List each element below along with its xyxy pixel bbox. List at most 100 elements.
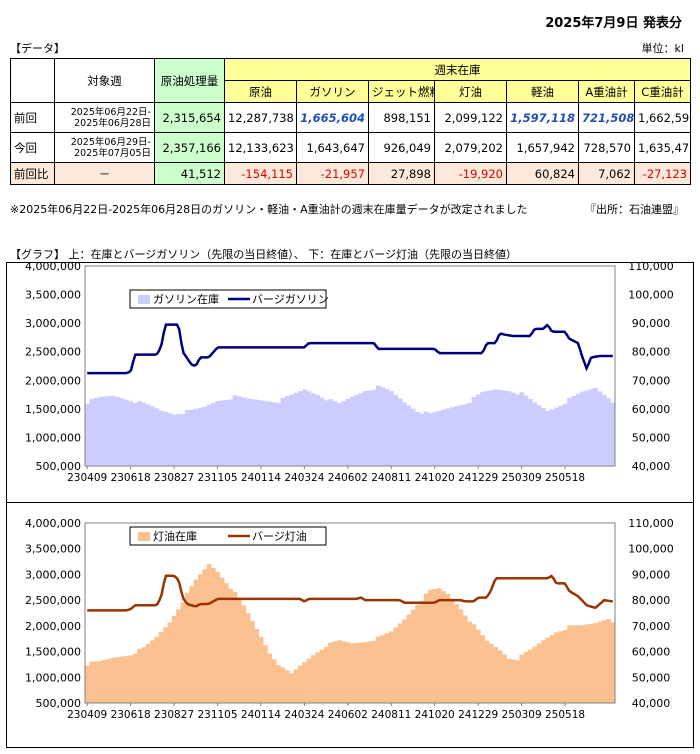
stock-bar [471,396,477,466]
stock-bar [250,621,255,703]
stock-bar [423,593,429,703]
stock-bar [580,391,585,466]
stock-bar [328,642,333,703]
stock-bar [206,404,212,466]
stock-bar [371,640,377,703]
week-start: 2025年06月29日- [70,136,151,148]
stock-bar [584,390,590,466]
stock-bar [606,398,611,466]
stock-bar [354,642,359,703]
y-left-tick: 2,000,000 [25,620,81,633]
stock-bar [128,655,134,703]
stock-bar [224,399,229,466]
stock-bar [219,577,225,703]
stock-bar [167,622,173,703]
legend-price-label: バージガソリン [252,293,329,306]
stock-bar [345,398,351,466]
stock-bar [210,568,216,703]
y-right-tick: 50,000 [632,431,671,444]
stock-bar [176,414,181,466]
x-tick: 240114 [241,709,281,721]
kerosene-chart: 500,000 1,000,000 1,500,000 2,000,000 2,500,… [25,517,674,721]
cell-0: 12,133,623 [224,132,297,163]
y-right-tick: 100,000 [628,543,674,556]
stock-bar [554,632,559,703]
stock-bar [302,389,307,466]
y-left-tick: 500,000 [36,460,82,473]
stock-bar [467,621,472,703]
cell-6: -27,123 [633,162,692,185]
stock-bar [506,658,512,703]
stock-bar [532,402,538,466]
x-tick: 241229 [458,472,498,484]
cell-2: 926,049 [368,132,435,163]
y-right-tick: 90,000 [632,317,671,330]
stock-bar [458,405,464,466]
stock-bar [545,637,551,703]
stock-bar [341,641,346,703]
y-right-tick: 70,000 [632,620,671,633]
stock-bar [163,411,168,466]
x-tick: 231105 [197,472,237,484]
stock-bar [180,602,186,703]
stock-bar [336,640,342,703]
stock-bar [402,402,407,466]
stock-bar [545,410,551,466]
x-tick: 241020 [415,472,455,484]
legend-stock-label: ガソリン在庫 [153,292,219,306]
x-tick: 230409 [67,709,107,721]
stock-bar [202,569,207,703]
stock-bar [558,631,564,703]
stock-bar [510,392,516,466]
cell-0: -154,115 [224,162,297,185]
x-tick: 240324 [284,472,324,484]
cell-6: 1,635,476 [633,132,692,163]
stock-bar [610,622,616,703]
stock-bar [111,395,116,466]
y-left-tick: 2,000,000 [25,374,81,387]
stock-bar [102,396,108,466]
stock-bar [289,394,294,466]
stock-bar [406,405,412,466]
stock-bar [280,397,286,466]
stock-bar [497,650,503,703]
stock-bar [315,395,320,466]
revision-note: ※2025年06月22日-2025年06月28日のガソリン・軽油・A重油計の週末… [10,203,528,216]
stock-bar [250,399,255,466]
stock-bar [480,391,485,466]
stock-bar [428,589,433,703]
stock-bar [423,411,429,466]
stock-bar [567,398,572,466]
stock-bar [206,564,212,703]
stock-bar [358,642,364,703]
stock-bar [245,398,251,466]
chart-divider [6,502,694,503]
stock-bar [132,402,138,466]
stock-bar [567,625,572,703]
y-left-tick: 3,500,000 [25,543,81,556]
stock-bar [480,635,485,703]
y-left-tick: 3,000,000 [25,568,81,581]
stock-bar [171,414,177,466]
y-right-tick: 60,000 [632,646,671,659]
stock-bar [454,406,459,466]
cell-1: -21,957 [296,162,369,185]
stock-bar [241,397,247,466]
stock-bar [85,403,90,466]
stock-bar [350,643,355,703]
stock-bar [271,659,277,703]
cell-1: 1,643,647 [296,132,369,163]
stock-bar [515,394,520,466]
stock-bar [232,592,238,703]
x-tick: 250518 [545,472,585,484]
stock-bar [310,655,316,703]
plot-border [84,265,616,467]
x-tick: 240811 [371,472,411,484]
stock-bar [115,657,121,703]
stock-bar [419,601,425,703]
y-right-tick: 110,000 [628,262,674,273]
stock-bar [502,390,507,466]
stock-bar [258,637,264,703]
y-right-tick: 70,000 [632,374,671,387]
stock-bar [367,641,373,703]
